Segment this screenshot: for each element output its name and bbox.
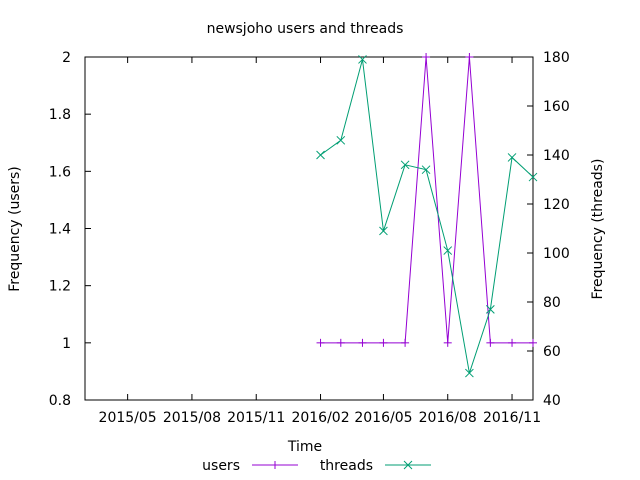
legend-marker-threads [403,460,413,470]
y-axis-right-label: Frequency (threads) [590,159,606,300]
y-right-tick-label: 140 [543,148,570,164]
point-users [336,338,345,347]
point-threads [336,135,346,145]
legend: users threads [202,458,431,474]
x-tick-label: 2016/08 [419,410,477,426]
y-right-tick-label: 60 [543,344,561,360]
y-right-tick-label: 40 [543,393,561,409]
chart-title: newsjoho users and threads [207,21,404,37]
y-left-tick-label: 1.6 [49,164,71,180]
y-right-tick-label: 160 [543,99,570,115]
y-left-tick-label: 1.8 [49,107,71,123]
series-line-users [320,56,533,344]
point-users [529,338,537,347]
y-left-tick-label: 2 [62,50,71,66]
series-line-threads [320,59,534,374]
legend-marker-users [271,461,279,469]
point-users [316,338,325,347]
series-layer [316,53,538,378]
point-users [358,338,367,347]
y-left-tick-label: 0.8 [49,393,71,409]
y-right-tick-label: 120 [543,197,570,213]
y-axis-right: 40 60 80 100 120 140 160 180 [527,50,570,409]
legend-label-users: users [202,458,240,474]
y-axis-left-label: Frequency (users) [7,166,23,292]
y-right-tick-label: 180 [543,50,570,66]
y-right-tick-label: 80 [543,295,561,311]
x-tick-label: 2015/05 [99,410,157,426]
point-users [486,338,495,347]
point-threads [507,153,517,162]
y-right-tick-label: 100 [543,246,570,262]
point-users [422,53,431,61]
point-threads [443,246,453,255]
x-tick-label: 2015/11 [227,410,285,426]
legend-label-threads: threads [320,458,373,474]
x-tick-label: 2016/11 [483,410,541,426]
point-users [401,338,410,347]
point-users [443,338,452,347]
point-users [465,53,474,61]
point-threads [316,150,325,160]
x-axis-label: Time [287,439,322,455]
point-threads [379,226,388,236]
x-axis: 2015/05 2015/08 2015/11 2016/02 2016/05 2016/… [99,57,541,426]
y-left-tick-label: 1 [62,336,71,352]
y-left-tick-label: 1.4 [49,222,71,238]
y-left-tick-label: 1.2 [49,279,71,295]
x-tick-label: 2016/05 [354,410,412,426]
point-threads [486,304,495,314]
point-threads [358,55,367,64]
x-tick-label: 2016/02 [291,410,349,426]
point-users [508,338,517,347]
point-threads [400,160,410,170]
point-threads [465,368,474,378]
y-axis-left: 0.8 1 1.2 1.4 1.6 1.8 2 [49,50,91,409]
point-users [379,338,388,347]
point-threads [421,165,431,175]
point-threads [528,172,538,182]
x-tick-label: 2015/08 [163,410,221,426]
